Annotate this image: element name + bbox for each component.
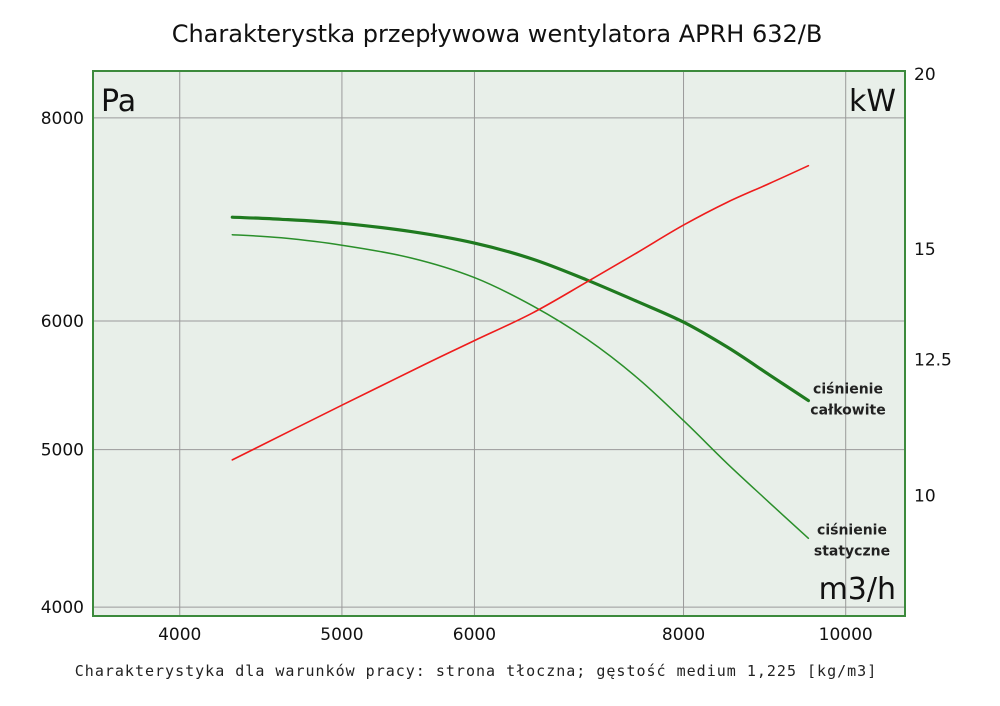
series-label-line: statyczne — [814, 543, 890, 559]
y-left-tick-label: 4000 — [41, 598, 84, 618]
x-unit-label: m3/h — [819, 572, 896, 607]
series-label-static: ciśnienie statyczne — [814, 522, 890, 559]
series-label-total: ciśnienie całkowite — [810, 382, 885, 419]
grid-lines — [93, 71, 905, 616]
y-right-axis-ticks: 10 12.5 15 20 — [914, 65, 952, 506]
x-tick-label: 6000 — [453, 625, 496, 645]
y-left-axis-ticks: 4000 5000 6000 8000 — [41, 109, 84, 618]
y-right-tick-label: 15 — [914, 240, 936, 260]
series-label-line: ciśnienie — [817, 522, 887, 538]
series-line-static — [231, 233, 810, 540]
y-left-unit-label: Pa — [101, 84, 136, 119]
y-left-tick-label: 8000 — [41, 109, 84, 129]
y-right-tick-label: 20 — [914, 65, 936, 85]
y-left-tick-label: 6000 — [41, 312, 84, 332]
series-labels: ciśnienie całkowite ciśnienie statyczne — [810, 382, 890, 560]
x-axis-ticks: 4000 5000 6000 8000 10000 — [158, 625, 873, 645]
y-right-tick-label: 10 — [914, 486, 936, 506]
y-left-tick-label: 5000 — [41, 441, 84, 461]
footnote: Charakterystyka dla warunków pracy: stro… — [75, 662, 877, 680]
x-tick-label: 5000 — [320, 625, 363, 645]
series-label-line: ciśnienie — [813, 382, 883, 398]
series-group — [230, 164, 810, 540]
plot-area — [93, 71, 905, 616]
x-tick-label: 8000 — [662, 625, 705, 645]
series-line-power — [231, 164, 810, 461]
chart-title: Charakterystka przepływowa wentylatora A… — [172, 20, 823, 48]
y-right-tick-label: 12.5 — [914, 351, 952, 371]
series-label-line: całkowite — [810, 403, 885, 419]
x-tick-label: 4000 — [158, 625, 201, 645]
y-right-unit-label: kW — [849, 84, 896, 119]
series-line-total — [230, 215, 810, 403]
x-tick-label: 10000 — [819, 625, 873, 645]
plot-frame — [92, 70, 906, 617]
